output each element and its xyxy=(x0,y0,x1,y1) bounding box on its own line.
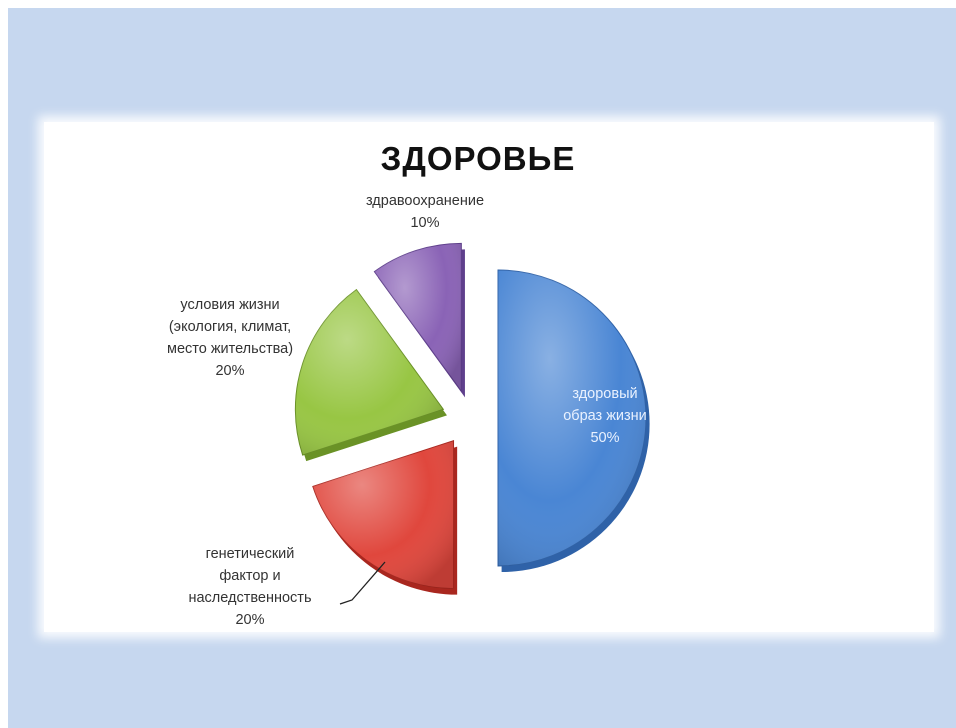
chart-title: ЗДОРОВЬЕ xyxy=(380,140,576,177)
slice-healthy-lifestyle xyxy=(497,269,650,572)
slice-label-genetics: генетический фактор и наследственность 2… xyxy=(188,546,312,628)
chart-panel xyxy=(44,122,934,632)
slice-genetics xyxy=(312,439,458,595)
slice-label-healthy-lifestyle: здоровый образ жизни 50% xyxy=(563,386,647,446)
leader-line xyxy=(339,561,386,605)
slice-label-healthcare: здравоохранение 10% xyxy=(365,193,485,231)
slice-living-conditions xyxy=(294,288,447,462)
slice-healthcare xyxy=(373,242,465,398)
slice-label-living-conditions: условия жизни (экология, климат, место ж… xyxy=(166,297,294,379)
